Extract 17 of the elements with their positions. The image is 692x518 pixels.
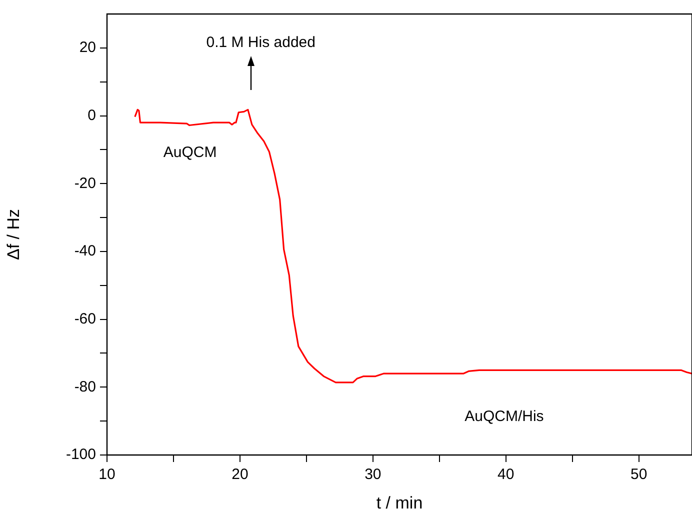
- y-tick-label: 20: [79, 39, 96, 56]
- x-tick-label: 50: [630, 466, 648, 484]
- y-tick-label: -60: [74, 310, 96, 328]
- y-tick-label: -100: [66, 446, 96, 464]
- x-tick-label: 40: [498, 466, 514, 484]
- y-tick-label: 0: [88, 106, 96, 124]
- y-tick-label: -40: [74, 242, 96, 260]
- y-tick-label: -20: [74, 174, 96, 192]
- x-tick-label: 30: [364, 466, 382, 484]
- x-tick-label: 20: [232, 466, 248, 484]
- annotation: AuQCM: [163, 144, 217, 162]
- x-axis-title: t / min: [376, 493, 423, 512]
- y-axis-title: Δf / Hz: [4, 208, 23, 260]
- annotation: AuQCM/His: [464, 408, 544, 426]
- annotation: 0.1 M His added: [206, 34, 316, 52]
- y-tick-label: -80: [74, 378, 96, 396]
- x-tick-label: 10: [98, 466, 116, 484]
